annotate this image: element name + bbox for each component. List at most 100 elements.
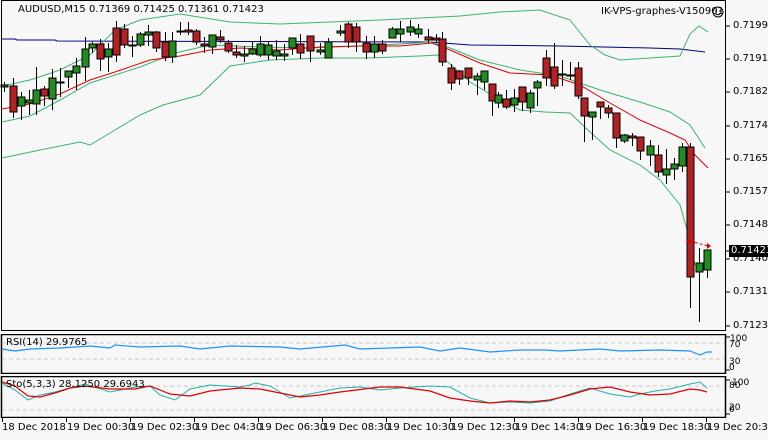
candle bbox=[184, 29, 193, 33]
time-axis-label: 18 Dec 2018 bbox=[2, 422, 66, 433]
candle bbox=[695, 262, 704, 273]
candle bbox=[25, 99, 34, 104]
candle bbox=[256, 43, 265, 56]
sto-axis-20: 20 bbox=[729, 403, 741, 413]
candle bbox=[526, 92, 535, 109]
rsi-label: RSI(14) 29.9765 bbox=[6, 337, 88, 348]
candle bbox=[480, 70, 489, 83]
candle bbox=[580, 97, 589, 117]
time-axis-label: 19 Dec 00:30 bbox=[67, 422, 135, 433]
candle bbox=[636, 136, 645, 152]
candle bbox=[306, 35, 315, 52]
candle bbox=[686, 146, 695, 278]
candle bbox=[72, 65, 81, 74]
time-axis-label: 19 Dec 06:30 bbox=[259, 422, 327, 433]
candle bbox=[112, 27, 121, 56]
time-axis-label: 19 Dec 20:30 bbox=[707, 422, 768, 433]
candle bbox=[464, 67, 473, 79]
candle bbox=[224, 42, 233, 52]
candle bbox=[588, 111, 597, 118]
candle bbox=[9, 85, 18, 113]
price-chart-canvas[interactable] bbox=[0, 0, 768, 332]
candle bbox=[388, 28, 397, 39]
candle bbox=[494, 94, 503, 104]
candle bbox=[678, 146, 687, 167]
candle bbox=[200, 43, 209, 47]
candle bbox=[604, 107, 613, 114]
sto-axis-0: 0 bbox=[729, 405, 735, 415]
candle bbox=[628, 135, 637, 139]
candle bbox=[152, 31, 161, 49]
time-axis: 18 Dec 2018 19 Dec 00:30 19 Dec 02:30 19 De… bbox=[0, 418, 768, 440]
candle bbox=[542, 57, 551, 79]
candle bbox=[510, 97, 519, 106]
stochastic-canvas[interactable] bbox=[0, 376, 768, 418]
stochastic-label: Sto(5,3,3) 28.1250 29.6943 bbox=[6, 379, 145, 390]
candle bbox=[596, 101, 605, 108]
price-chart-pane[interactable]: AUDUSD,M15 0.71369 0.71425 0.71361 0.714… bbox=[0, 0, 768, 332]
candle bbox=[40, 88, 49, 97]
sto-axis-100: 100 bbox=[732, 378, 750, 388]
candle bbox=[232, 51, 241, 56]
candle bbox=[280, 53, 289, 57]
symbol-title: AUDUSD,M15 0.71369 0.71425 0.71361 0.714… bbox=[18, 4, 264, 15]
candle bbox=[344, 23, 353, 43]
candle bbox=[56, 81, 65, 84]
current-price-badge: 0.71423 bbox=[729, 245, 768, 257]
candle bbox=[455, 70, 464, 80]
candle bbox=[81, 48, 90, 68]
candle bbox=[670, 163, 679, 170]
candle bbox=[216, 36, 225, 41]
candle bbox=[248, 48, 257, 55]
candle bbox=[370, 43, 379, 53]
candle bbox=[208, 34, 217, 48]
rsi-pane[interactable]: RSI(14) 29.9765 100 70 30 0 bbox=[0, 334, 768, 374]
candle bbox=[438, 38, 447, 63]
candle bbox=[566, 74, 575, 77]
candle bbox=[703, 249, 712, 271]
price-axis-label: 0.71655 bbox=[733, 153, 768, 164]
candle bbox=[128, 44, 137, 47]
candle bbox=[550, 66, 559, 87]
candle bbox=[176, 30, 185, 33]
candle bbox=[414, 28, 423, 35]
candle bbox=[558, 73, 567, 76]
smiley-icon bbox=[712, 6, 724, 18]
candle bbox=[574, 67, 583, 97]
candle bbox=[32, 89, 41, 105]
price-axis-label: 0.71485 bbox=[733, 219, 768, 230]
candle bbox=[17, 96, 26, 107]
rsi-axis-100: 100 bbox=[730, 334, 748, 344]
sto-axis-80: 80 bbox=[729, 381, 741, 391]
candle bbox=[192, 30, 201, 43]
time-axis-label: 19 Dec 02:30 bbox=[131, 422, 199, 433]
candle bbox=[120, 28, 129, 46]
candle bbox=[473, 75, 482, 81]
candle bbox=[88, 43, 97, 49]
rsi-axis-0: 0 bbox=[729, 363, 735, 373]
time-axis-label: 19 Dec 14:30 bbox=[515, 422, 583, 433]
candle bbox=[240, 53, 249, 57]
time-axis-label: 19 Dec 04:30 bbox=[195, 422, 263, 433]
candle bbox=[48, 77, 57, 100]
candle bbox=[144, 31, 153, 36]
candle bbox=[612, 112, 621, 139]
candle bbox=[288, 37, 297, 49]
candle bbox=[362, 42, 371, 53]
stochastic-pane[interactable]: Sto(5,3,3) 28.1250 29.6943 100 80 20 0 bbox=[0, 376, 768, 418]
candle bbox=[336, 30, 345, 34]
candle bbox=[424, 36, 433, 41]
candle bbox=[396, 28, 405, 35]
candle bbox=[488, 83, 497, 102]
candle bbox=[64, 70, 73, 78]
candle bbox=[136, 33, 145, 46]
candle bbox=[96, 43, 105, 60]
rsi-canvas[interactable] bbox=[0, 334, 768, 374]
price-axis-label: 0.71315 bbox=[733, 286, 768, 297]
candle bbox=[620, 134, 629, 142]
rsi-axis-70: 70 bbox=[729, 340, 741, 350]
rsi-axis-30: 30 bbox=[729, 357, 741, 367]
